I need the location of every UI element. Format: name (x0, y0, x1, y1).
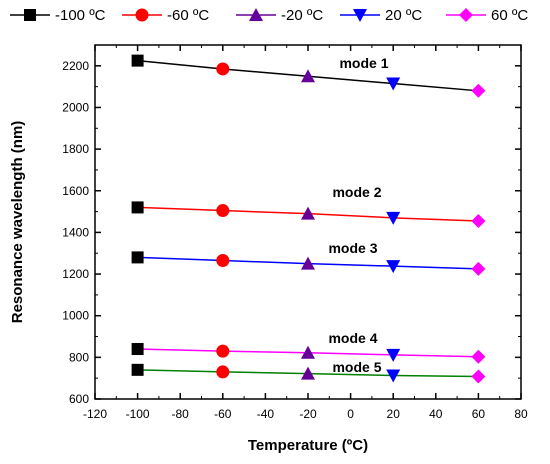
legend-marker (459, 8, 473, 22)
y-tick-label: 2000 (62, 100, 89, 114)
legend-label: -100 ºC (55, 7, 106, 24)
data-point (131, 251, 144, 264)
x-tick-label: -120 (83, 407, 107, 421)
series-mode-5: mode 5 (131, 359, 486, 384)
series-annotation: mode 2 (332, 184, 381, 200)
x-axis-title: Temperature (ºC) (248, 437, 368, 454)
series-mode-3: mode 3 (131, 240, 486, 276)
x-tick-label: 40 (429, 407, 443, 421)
x-tick-label: -60 (214, 407, 232, 421)
series-annotation: mode 4 (328, 330, 377, 346)
x-tick-label: -20 (299, 407, 317, 421)
legend-label: -20 ºC (281, 7, 323, 24)
data-point (216, 344, 230, 358)
legend-label: -60 ºC (167, 7, 209, 24)
data-point (216, 62, 230, 76)
legend: -100 ºC -60 ºC -20 ºC 20 ºC 60 ºC (10, 7, 528, 24)
series-group: mode 1 mode 2 mode 3 mode 4 mode 5 (131, 54, 486, 384)
legend-marker (135, 8, 149, 22)
data-point (471, 83, 486, 98)
y-tick-label: 1000 (62, 309, 89, 323)
x-tick-label: -100 (126, 407, 150, 421)
data-point (386, 369, 401, 383)
legend-label: 60 ºC (491, 7, 528, 24)
y-tick-label: 2200 (62, 59, 89, 73)
legend-marker (249, 8, 263, 21)
x-tick-label: -80 (172, 407, 190, 421)
y-tick-label: 1800 (62, 142, 89, 156)
series-mode-4: mode 4 (131, 330, 486, 364)
data-point (131, 54, 144, 67)
data-point (301, 366, 315, 380)
series-annotation: mode 1 (339, 55, 388, 71)
data-point (471, 261, 486, 276)
series-mode-2: mode 2 (131, 184, 486, 228)
legend-marker (24, 9, 36, 21)
legend-item: -20 ºC (236, 7, 323, 24)
data-point (131, 201, 144, 214)
data-point (216, 254, 230, 268)
data-point (386, 348, 401, 362)
y-axis-title: Resonance wavelength (nm) (9, 121, 26, 324)
legend-label: 20 ºC (385, 7, 422, 24)
legend-item: -60 ºC (122, 7, 209, 24)
y-tick-label: 600 (69, 392, 89, 406)
x-tick-label: -40 (257, 407, 275, 421)
series-mode-1: mode 1 (131, 54, 486, 98)
series-annotation: mode 3 (328, 240, 377, 256)
data-point (471, 213, 486, 228)
data-point (386, 260, 401, 274)
data-point (216, 365, 230, 379)
legend-item: 60 ºC (446, 7, 528, 24)
x-tick-label: 60 (472, 407, 486, 421)
data-point (216, 204, 230, 218)
data-point (301, 256, 315, 270)
series-annotation: mode 5 (332, 359, 381, 375)
data-point (386, 211, 401, 225)
data-point (301, 345, 315, 359)
data-point (131, 343, 144, 356)
data-point (301, 69, 315, 83)
y-tick-label: 800 (69, 350, 89, 364)
data-point (301, 206, 315, 220)
x-tick-label: 80 (514, 407, 528, 421)
x-tick-label: 0 (347, 407, 354, 421)
x-tick-label: 20 (387, 407, 401, 421)
data-point (471, 369, 486, 384)
axis-ticks: -120 -100 -80 -60 -40 -20 0 20 40 60 80 600 800 1000 1… (62, 45, 528, 421)
y-tick-label: 1400 (62, 225, 89, 239)
legend-item: -100 ºC (10, 7, 106, 24)
legend-marker (353, 9, 367, 22)
legend-item: 20 ºC (340, 7, 422, 24)
data-point (131, 363, 144, 376)
data-point (471, 349, 486, 364)
y-tick-label: 1200 (62, 267, 89, 281)
data-point (386, 77, 401, 91)
y-tick-label: 1600 (62, 184, 89, 198)
